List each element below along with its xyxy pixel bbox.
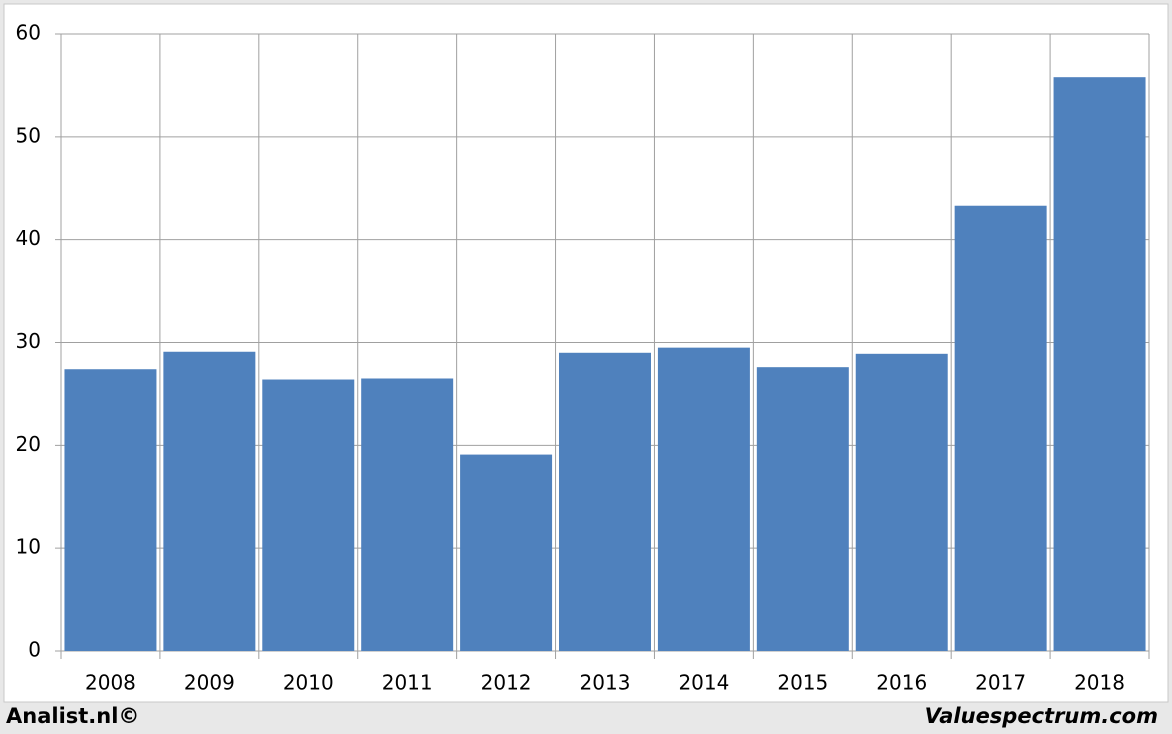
x-tick-label: 2017: [975, 671, 1026, 695]
x-tick-label: 2018: [1074, 671, 1125, 695]
footer-left: Analist.nl©: [6, 704, 139, 728]
x-tick-label: 2014: [678, 671, 729, 695]
bar: [1053, 77, 1146, 651]
bar: [163, 351, 256, 651]
y-tick-label: 40: [16, 226, 41, 250]
bar: [361, 378, 454, 651]
x-tick-label: 2008: [85, 671, 136, 695]
x-tick-label: 2016: [876, 671, 927, 695]
bar: [262, 379, 355, 651]
footer-right: Valuespectrum.com: [925, 704, 1158, 728]
x-tick-label: 2013: [580, 671, 631, 695]
bar: [460, 454, 553, 651]
x-tick-label: 2010: [283, 671, 334, 695]
y-tick-label: 0: [28, 638, 41, 662]
bar: [855, 353, 948, 651]
bar: [64, 369, 157, 651]
x-tick-label: 2015: [777, 671, 828, 695]
bar: [756, 367, 849, 651]
y-tick-label: 10: [16, 535, 41, 559]
x-tick-label: 2009: [184, 671, 235, 695]
y-tick-label: 20: [16, 432, 41, 456]
x-tick-label: 2011: [382, 671, 433, 695]
y-tick-label: 50: [16, 123, 41, 147]
y-tick-label: 60: [16, 21, 41, 45]
bar: [657, 347, 750, 651]
bar: [954, 205, 1047, 651]
bar: [559, 352, 651, 651]
y-tick-label: 30: [16, 329, 41, 353]
x-tick-label: 2012: [481, 671, 532, 695]
